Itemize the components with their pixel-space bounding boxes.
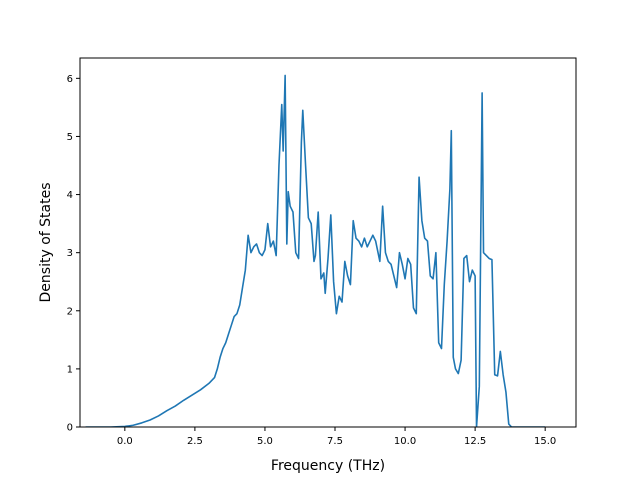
y-tick-label: 3: [67, 248, 73, 259]
y-axis-label: Density of States: [38, 183, 54, 303]
axes-frame: [79, 57, 577, 428]
x-tick-label: 12.5: [464, 436, 486, 447]
plot-area: [85, 74, 546, 427]
y-tick-label: 1: [67, 364, 73, 375]
x-tick-label: 10.0: [394, 436, 416, 447]
x-axis-label: Frequency (THz): [271, 458, 385, 474]
y-axis: 0 1 2 3 4 5 6: [67, 74, 80, 434]
x-tick-label: 15.0: [534, 436, 556, 447]
y-tick-label: 4: [67, 190, 73, 201]
x-tick-label: 2.5: [187, 436, 203, 447]
y-tick-label: 5: [67, 132, 73, 143]
y-tick-label: 6: [67, 74, 73, 85]
y-tick-label: 2: [67, 306, 73, 317]
x-tick-label: 7.5: [327, 436, 343, 447]
dos-series-line: [85, 74, 546, 427]
x-axis: 0.0 2.5 5.0 7.5 10.0 12.5 15.0: [117, 427, 556, 447]
x-tick-label: 0.0: [117, 436, 133, 447]
y-tick-label: 0: [67, 423, 73, 434]
x-tick-label: 5.0: [257, 436, 273, 447]
